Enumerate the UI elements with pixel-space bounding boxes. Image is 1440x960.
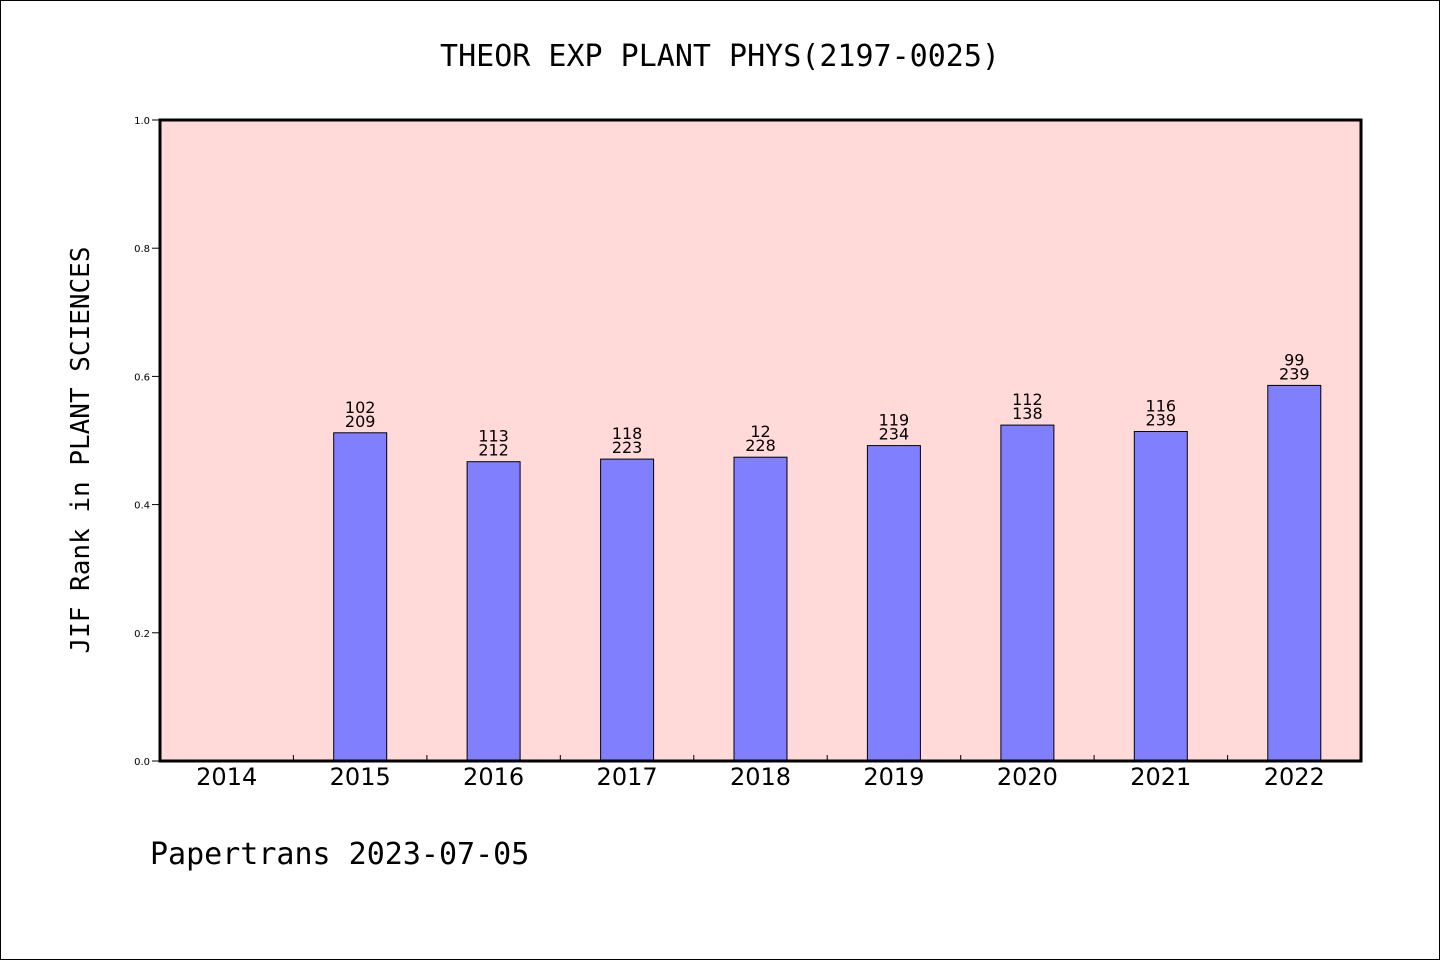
plot-border	[158, 118, 1363, 763]
bar-2018	[733, 456, 788, 762]
y-tick-label-0.4: 0.4	[134, 501, 150, 512]
bar-2020	[1000, 424, 1055, 762]
bar-2021	[1133, 431, 1188, 762]
bar-label-total-2018: 228	[745, 436, 776, 455]
bar-label-rank-2015: 102	[345, 398, 376, 417]
x-tick-label-2014: 2014	[196, 763, 257, 791]
bar-label-rank-2017: 118	[612, 424, 643, 443]
bar-label-rank-2016: 113	[478, 427, 509, 446]
x-tick-label-2022: 2022	[1264, 763, 1325, 791]
y-tick-label-0.6: 0.6	[134, 372, 150, 383]
bar-label-rank-2021: 116	[1146, 397, 1177, 416]
bar-label-rank-2022: 99	[1284, 350, 1304, 369]
bar-label-total-2022: 239	[1279, 364, 1310, 383]
x-axis-ticks: 2014 2015 2016 2017 2018 2019 2020 2021 2022	[196, 755, 1325, 791]
bar-2015	[333, 432, 388, 762]
bar-label-total-2019: 234	[879, 425, 910, 444]
y-tick-label-0.2: 0.2	[134, 629, 150, 640]
bar-label-rank-2020: 112	[1012, 390, 1043, 409]
x-tick-label-2019: 2019	[863, 763, 924, 791]
x-tick-label-2015: 2015	[330, 763, 391, 791]
y-axis-ticks: 0.0 0.2 0.4 0.6 0.8 1.0	[134, 116, 160, 768]
bar-2022	[1267, 384, 1322, 762]
bar-label-total-2016: 212	[478, 441, 509, 460]
x-tick-label-2021: 2021	[1130, 763, 1191, 791]
bar-label-total-2021: 239	[1146, 411, 1177, 430]
x-tick-label-2016: 2016	[463, 763, 524, 791]
bar-label-total-2017: 223	[612, 438, 643, 457]
y-tick-label-0.0: 0.0	[134, 757, 150, 768]
y-tick-label-1.0: 1.0	[134, 116, 150, 127]
bar-2016	[466, 461, 521, 762]
bar-2019	[866, 445, 921, 762]
y-tick-label-0.8: 0.8	[134, 244, 150, 255]
bar-label-total-2015: 209	[345, 412, 376, 431]
bar-label-total-2020: 138	[1012, 404, 1043, 423]
y-axis-label: JIF Rank in PLANT SCIENCES	[66, 247, 96, 654]
chart-title: THEOR EXP PLANT PHYS(2197-0025)	[440, 39, 1000, 74]
x-tick-label-2017: 2017	[597, 763, 658, 791]
bar-2017	[600, 458, 655, 762]
x-tick-label-2020: 2020	[997, 763, 1058, 791]
bar-label-rank-2018: 12	[750, 422, 770, 441]
footer-text: Papertrans 2023-07-05	[150, 837, 529, 872]
bar-label-rank-2019: 119	[879, 411, 910, 430]
x-tick-label-2018: 2018	[730, 763, 791, 791]
